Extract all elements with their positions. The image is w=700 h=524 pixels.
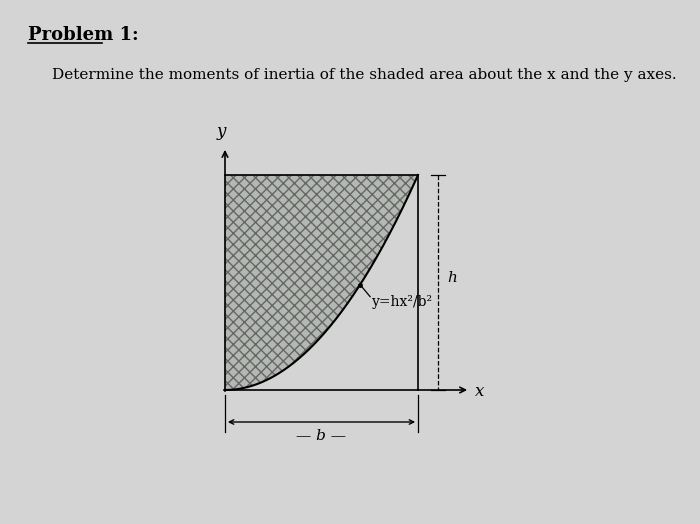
Text: y=hx²/b²: y=hx²/b²: [372, 294, 433, 309]
Text: x: x: [475, 383, 484, 399]
Text: Determine the moments of inertia of the shaded area about the x and the y axes.: Determine the moments of inertia of the …: [52, 68, 677, 82]
Text: h: h: [447, 270, 457, 285]
Text: — b —: — b —: [297, 429, 346, 443]
Text: Problem 1:: Problem 1:: [28, 26, 139, 44]
Text: y: y: [216, 123, 225, 140]
Polygon shape: [225, 175, 418, 390]
